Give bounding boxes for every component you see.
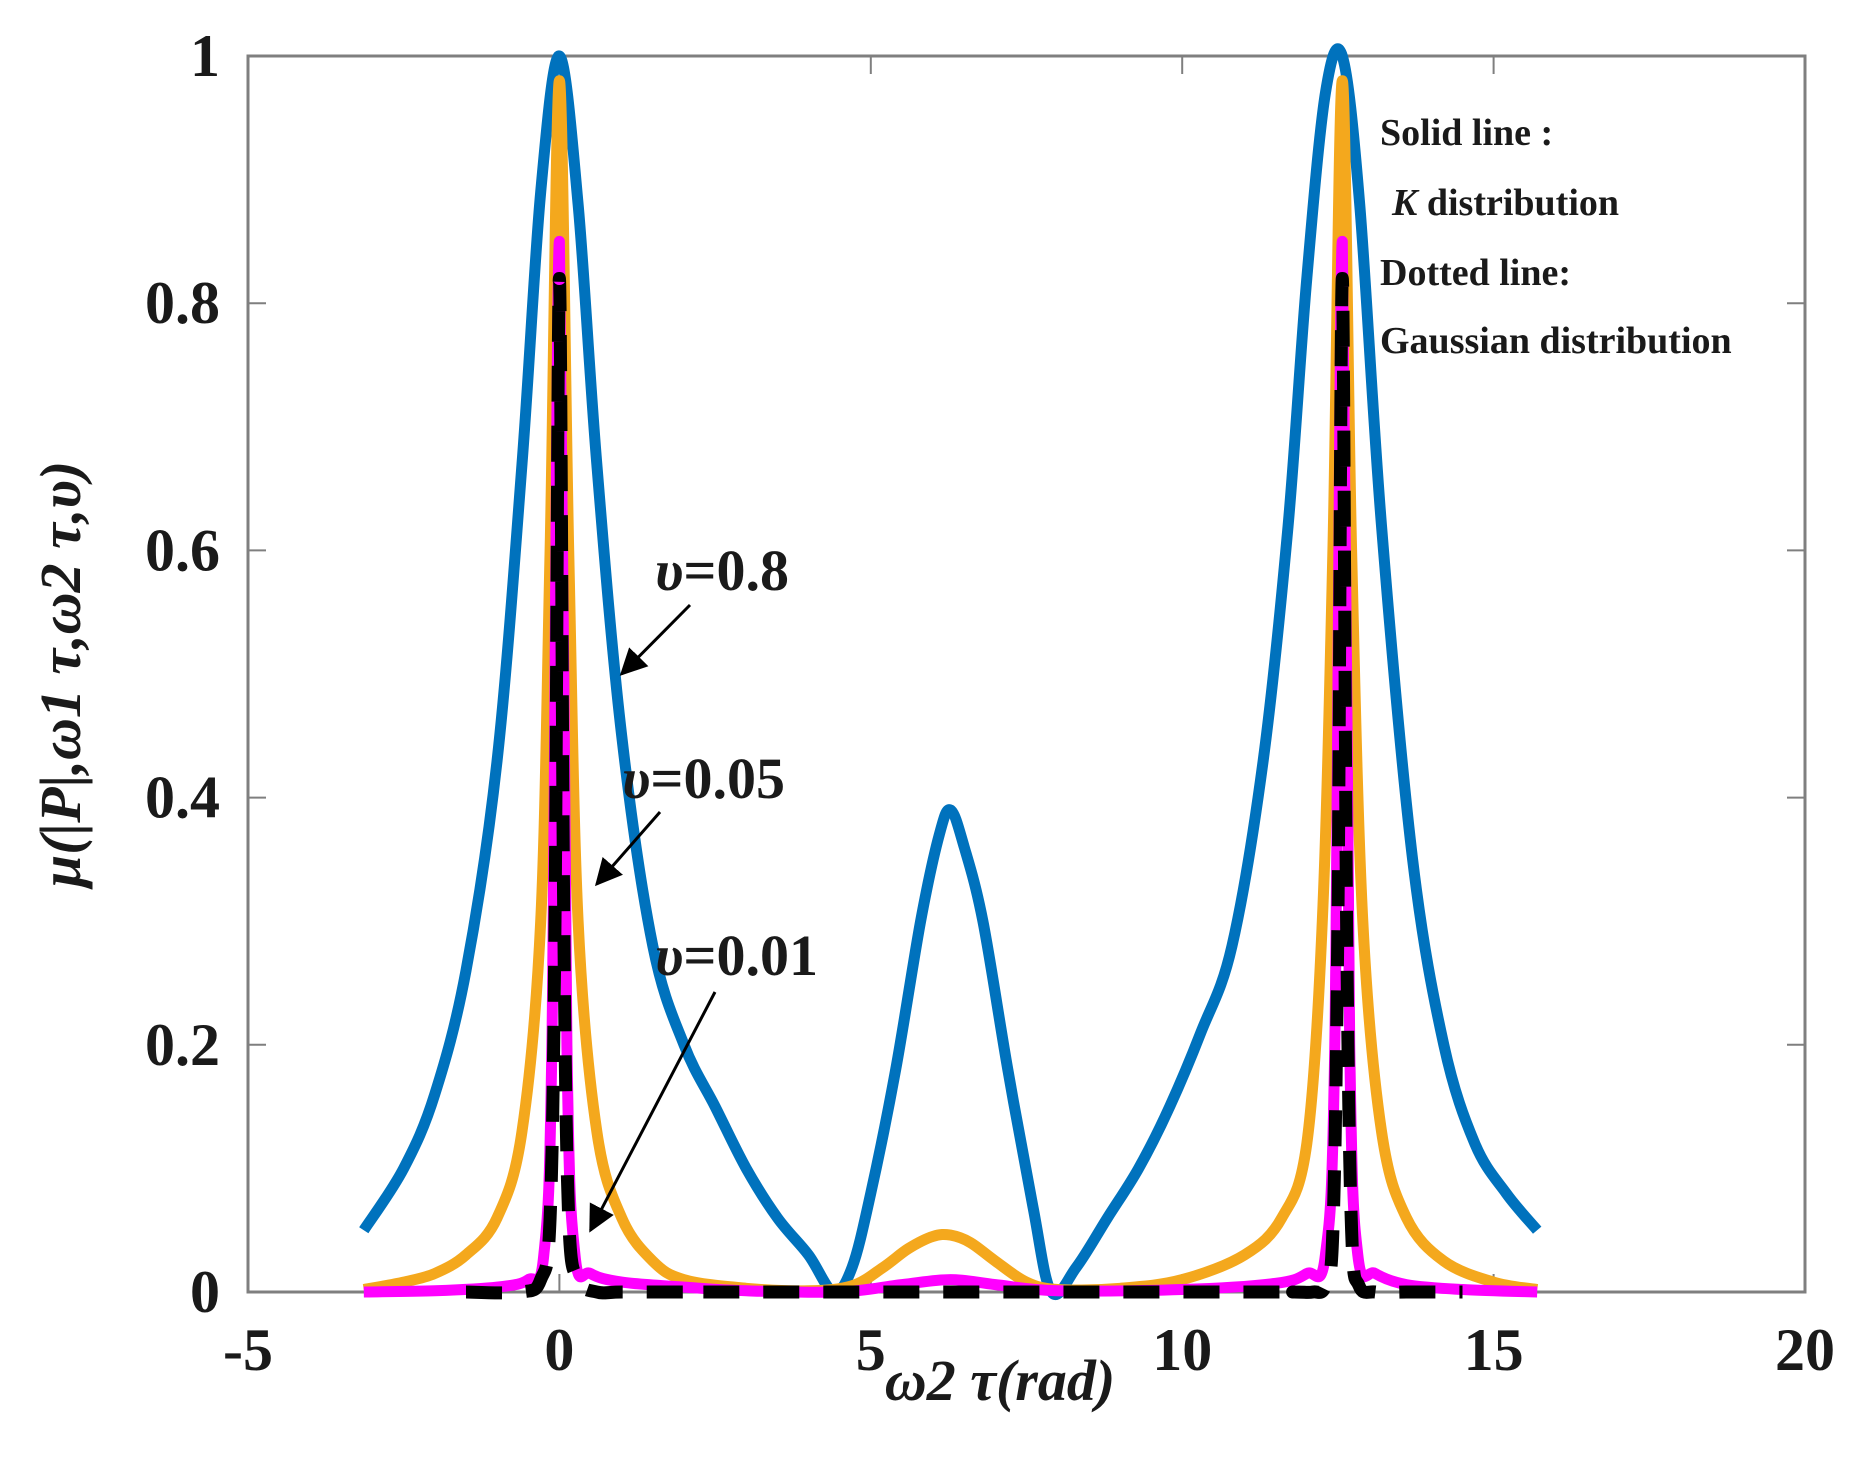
plot-area: [246, 43, 1807, 1300]
annotations: υ=0.8υ=0.05υ=0.01: [589, 538, 818, 1233]
x-tick-label-1: 0: [544, 1317, 574, 1383]
y-tick-label-1: 0.2: [145, 1012, 220, 1078]
annotation-value-1: =0.05: [650, 746, 785, 811]
annotation-symbol-2: υ: [655, 923, 683, 988]
y-tick-label-4: 0.8: [145, 270, 220, 336]
y-tick-label-2: 0.4: [145, 765, 220, 831]
series-line-0: [359, 43, 1542, 1300]
legend-dotted-desc: Gaussian distribution: [1380, 320, 1732, 362]
x-tick-label-2: 5: [856, 1317, 886, 1383]
y-axis-ticks: [248, 55, 1805, 1293]
y-axis-tick-labels: 0 0.2 0.4 0.6 0.8 1: [145, 23, 220, 1325]
series-line-3: [465, 272, 1463, 1300]
x-tick-label-4: 15: [1464, 1317, 1524, 1383]
series-layer: [359, 43, 1542, 1300]
annotation-symbol-0: υ: [655, 538, 683, 603]
x-tick-label-5: 20: [1775, 1317, 1835, 1383]
annotation-label-0: υ=0.8: [655, 538, 789, 603]
legend-k-symbol: K: [1391, 182, 1420, 224]
annotation-label-1: υ=0.05: [622, 746, 785, 811]
annotation-arrow-0: [619, 603, 692, 676]
legend-solid-label: Solid line :: [1380, 112, 1553, 154]
annotation-arrow-2: [589, 991, 717, 1233]
legend-k-desc: distribution: [1417, 182, 1619, 224]
y-tick-label-3: 0.6: [145, 517, 220, 583]
annotation-value-2: =0.01: [683, 923, 818, 988]
series-line-2: [363, 235, 1538, 1298]
x-axis-tick-labels: -5 0 5 10 15 20: [223, 1317, 1835, 1383]
y-axis-title: μ(|P|,ω1 τ,ω2 τ,υ): [28, 461, 93, 890]
x-axis-title: ω2 τ(rad): [885, 1348, 1115, 1413]
y-tick-label-5: 1: [190, 23, 220, 89]
legend-text-block: Solid line : K distribution Dotted line:…: [1380, 112, 1732, 362]
x-tick-label-3: 10: [1152, 1317, 1212, 1383]
annotation-value-0: =0.8: [683, 538, 789, 603]
x-axis-ticks: [247, 56, 1806, 1292]
annotation-symbol-1: υ: [622, 746, 650, 811]
y-tick-label-0: 0: [190, 1259, 220, 1325]
legend-solid-desc: K distribution: [1391, 182, 1619, 224]
plot-frame: [246, 54, 1807, 1294]
annotation-arrow-1: [594, 811, 662, 887]
legend-dotted-label: Dotted line:: [1380, 252, 1571, 294]
x-tick-label-0: -5: [223, 1317, 273, 1383]
annotation-label-2: υ=0.01: [655, 923, 818, 988]
